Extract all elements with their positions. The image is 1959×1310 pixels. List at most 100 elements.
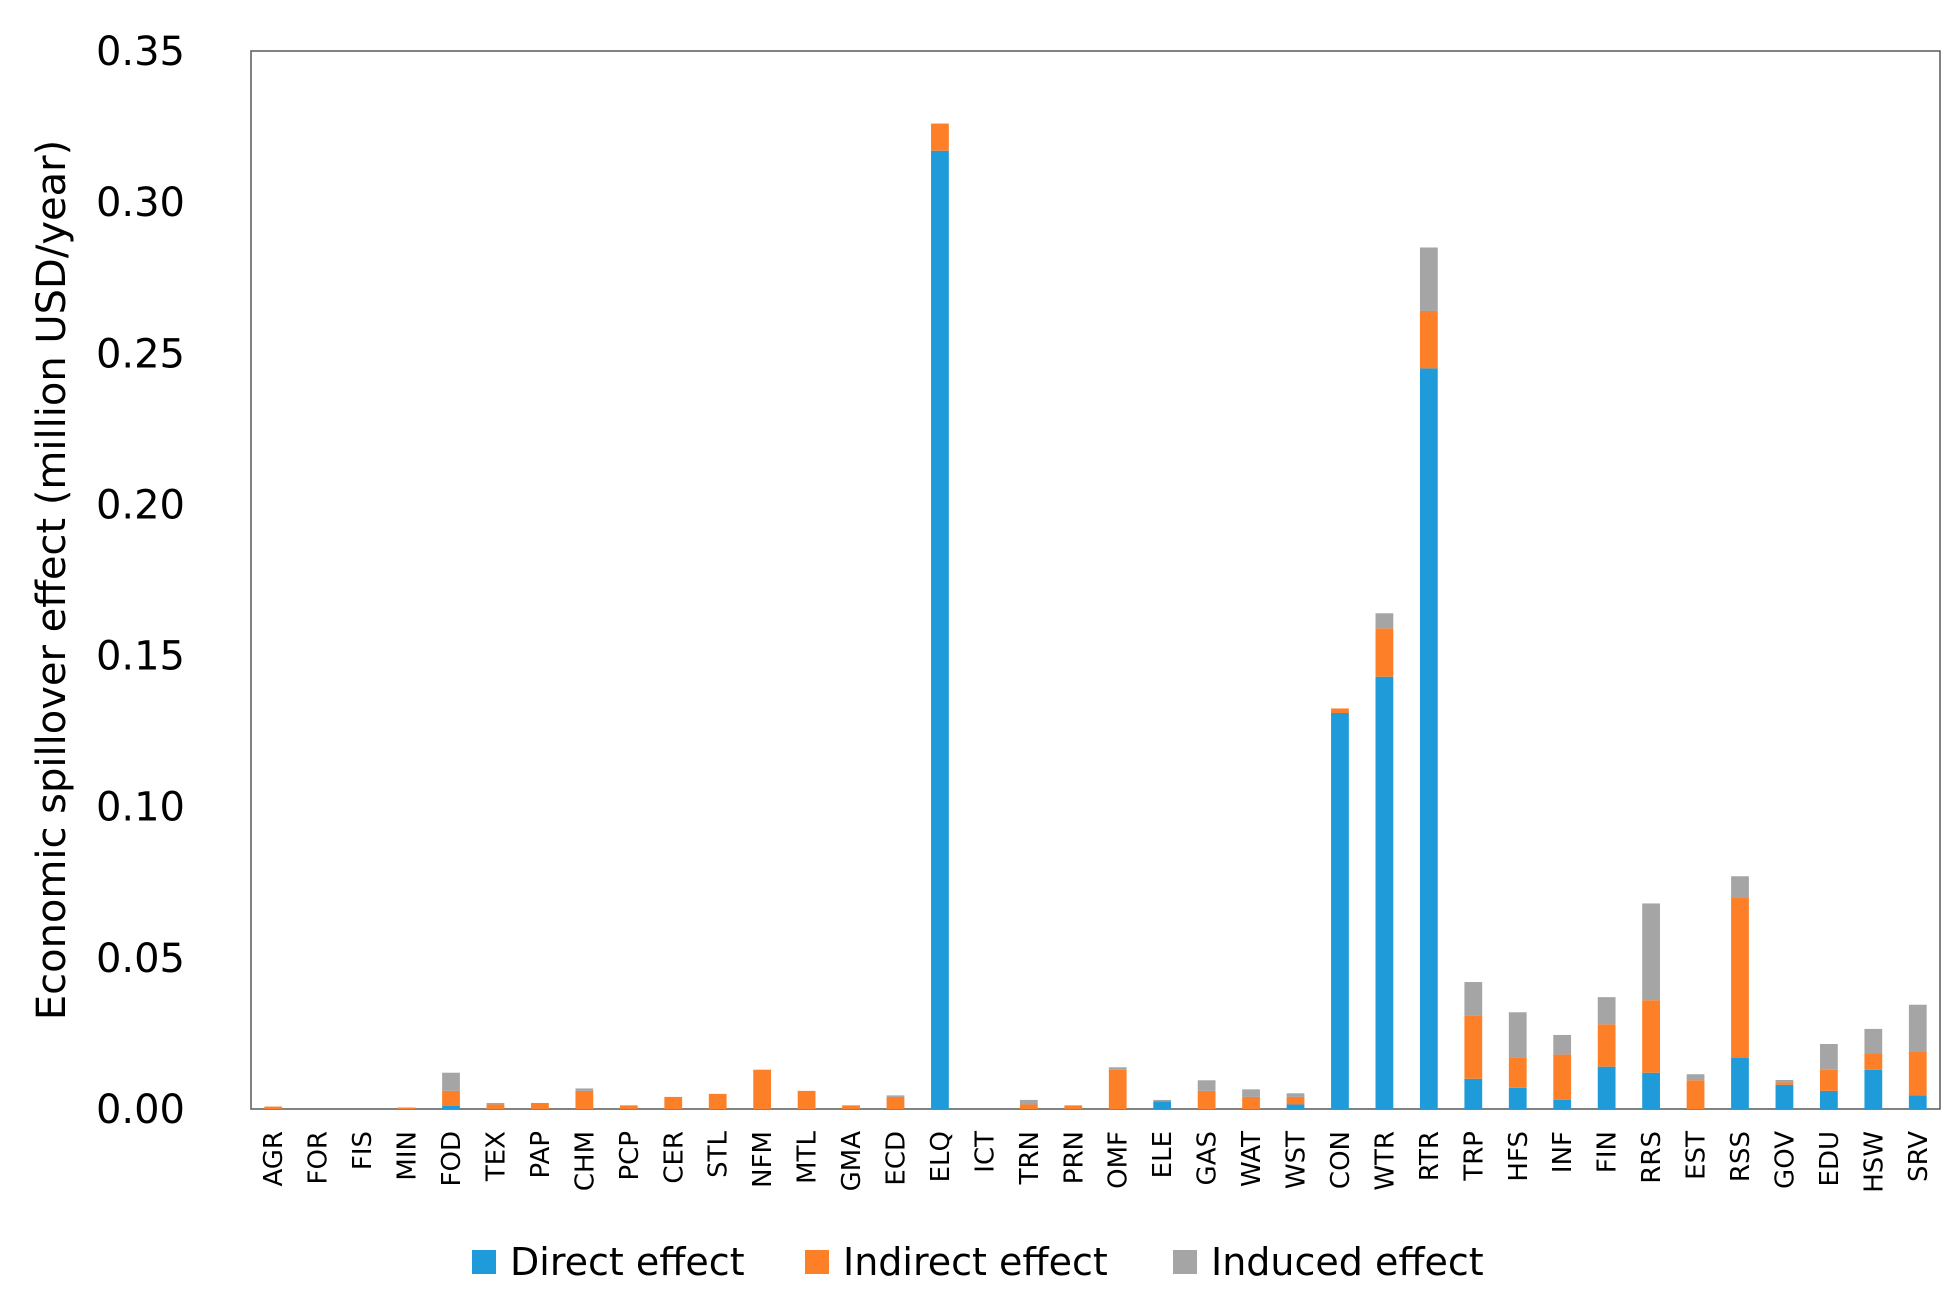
bar-segment-fod-induced-effect xyxy=(442,1072,460,1091)
y-tick-label: 0.20 xyxy=(96,482,185,528)
bar-segment-ecd-indirect-effect xyxy=(886,1096,905,1109)
x-tick-label-ecd: ECD xyxy=(881,1131,911,1186)
legend-label-indirect-effect: Indirect effect xyxy=(843,1240,1108,1284)
bar-segment-pap-indirect-effect xyxy=(531,1102,549,1109)
x-tick-label-wst: WST xyxy=(1282,1131,1312,1189)
x-tick-label-est: EST xyxy=(1682,1131,1712,1180)
bar-segment-trp-direct-effect xyxy=(1464,1078,1483,1109)
y-tick-labels: 0.00 0.05 0.10 0.15 0.20 0.25 0.30 0.35 xyxy=(96,29,185,1133)
bar-segment-rss-indirect-effect xyxy=(1731,897,1749,1058)
y-tick-label: 0.05 xyxy=(96,936,185,982)
bar-segment-gma-indirect-effect xyxy=(842,1105,860,1109)
bar-segment-fod-direct-effect xyxy=(442,1105,460,1109)
x-tick-label-fin: FIN xyxy=(1593,1131,1623,1173)
bar-segment-est-indirect-effect xyxy=(1686,1080,1705,1109)
bar-segment-ele-induced-effect xyxy=(1153,1099,1172,1102)
bar-segment-wtr-induced-effect xyxy=(1375,613,1394,629)
x-tick-label-gas: GAS xyxy=(1193,1131,1223,1185)
bar-segment-elq-indirect-effect xyxy=(931,123,949,151)
x-tick-label-for: FOR xyxy=(304,1131,334,1185)
x-tick-label-trp: TRP xyxy=(1459,1131,1489,1182)
bar-segment-fin-indirect-effect xyxy=(1597,1024,1616,1067)
bar-segment-wat-induced-effect xyxy=(1242,1089,1260,1097)
bar-segment-elq-direct-effect xyxy=(931,150,949,1110)
bar-segment-nfm-indirect-effect xyxy=(753,1069,772,1109)
bar-segment-gov-indirect-effect xyxy=(1775,1082,1794,1085)
x-tick-label-chm: CHM xyxy=(570,1131,600,1191)
bar-segment-srv-indirect-effect xyxy=(1908,1051,1927,1096)
bar-segment-edu-direct-effect xyxy=(1819,1090,1838,1109)
x-tick-label-hsw: HSW xyxy=(1859,1131,1889,1193)
x-tick-label-rtr: RTR xyxy=(1415,1131,1445,1181)
legend-swatch-direct-effect xyxy=(472,1250,496,1274)
x-tick-label-cer: CER xyxy=(659,1131,689,1184)
plot-area-frame xyxy=(250,50,1941,1110)
x-tick-label-min: MIN xyxy=(393,1131,423,1181)
x-tick-label-gov: GOV xyxy=(1770,1131,1800,1189)
x-tick-label-gma: GMA xyxy=(837,1131,867,1192)
y-tick-label: 0.25 xyxy=(96,331,185,377)
bar-segment-chm-induced-effect xyxy=(575,1088,594,1091)
bar-segment-con-indirect-effect xyxy=(1331,708,1349,714)
bar-segment-est-induced-effect xyxy=(1686,1074,1705,1081)
bar-segment-chm-indirect-effect xyxy=(575,1090,594,1109)
bar-segment-edu-induced-effect xyxy=(1819,1044,1838,1070)
x-tick-label-pcp: PCP xyxy=(615,1131,645,1181)
bar-segment-rtr-indirect-effect xyxy=(1419,310,1438,369)
y-tick-label: 0.30 xyxy=(96,180,185,226)
bar-segment-mtl-indirect-effect xyxy=(797,1090,816,1109)
legend-label-direct-effect: Direct effect xyxy=(510,1240,745,1284)
bar-segment-hsw-induced-effect xyxy=(1864,1028,1883,1054)
bar-segment-wtr-indirect-effect xyxy=(1375,628,1394,677)
bar-segment-srv-induced-effect xyxy=(1908,1004,1927,1052)
bar-segment-con-direct-effect xyxy=(1331,713,1349,1109)
bar-segment-hfs-direct-effect xyxy=(1508,1087,1527,1109)
bar-segment-ecd-induced-effect xyxy=(886,1095,905,1097)
bar-segment-rrs-indirect-effect xyxy=(1642,1000,1660,1073)
x-tick-label-fod: FOD xyxy=(437,1131,467,1186)
legend-label-induced-effect: Induced effect xyxy=(1211,1240,1484,1284)
bar-segment-gov-direct-effect xyxy=(1775,1084,1794,1109)
bar-segment-rrs-induced-effect xyxy=(1642,903,1660,1001)
bar-segment-hsw-direct-effect xyxy=(1864,1069,1883,1109)
x-tick-label-agr: AGR xyxy=(259,1131,289,1187)
bar-segment-tex-induced-effect xyxy=(486,1102,505,1105)
legend: Direct effect Indirect effect Induced effe… xyxy=(472,1240,1484,1284)
bar-segment-tex-indirect-effect xyxy=(486,1104,505,1109)
bar-segment-rss-direct-effect xyxy=(1731,1057,1749,1109)
y-axis-title: Economic spillover effect (million USD/y… xyxy=(29,140,75,1020)
x-tick-label-ict: ICT xyxy=(970,1131,1000,1173)
bar-segment-rtr-direct-effect xyxy=(1419,368,1438,1109)
bar-segment-ele-direct-effect xyxy=(1153,1101,1172,1109)
x-tick-label-stl: STL xyxy=(704,1130,734,1177)
x-tick-label-fis: FIS xyxy=(348,1131,378,1170)
bar-segment-omf-induced-effect xyxy=(1108,1067,1127,1070)
bar-segment-wat-indirect-effect xyxy=(1242,1096,1260,1109)
x-tick-label-con: CON xyxy=(1326,1131,1356,1189)
bar-segment-cer-indirect-effect xyxy=(664,1096,683,1109)
x-tick-label-rrs: RRS xyxy=(1637,1131,1667,1184)
x-tick-label-prn: PRN xyxy=(1059,1131,1089,1184)
x-tick-label-wtr: WTR xyxy=(1370,1131,1400,1191)
bar-segment-inf-induced-effect xyxy=(1553,1034,1572,1055)
bar-segment-omf-indirect-effect xyxy=(1108,1069,1127,1109)
bar-segment-trp-indirect-effect xyxy=(1464,1015,1483,1079)
x-tick-labels: AGR FOR FIS MIN FOD TEX PAP CHM PCP CER STL NFM MTL G… xyxy=(259,1130,1934,1192)
x-tick-label-nfm: NFM xyxy=(748,1131,778,1188)
bar-segment-edu-indirect-effect xyxy=(1819,1069,1838,1091)
bar-segment-gov-induced-effect xyxy=(1775,1079,1794,1083)
bar-segment-srv-direct-effect xyxy=(1908,1095,1927,1109)
y-tick-label: 0.35 xyxy=(96,29,185,75)
bars xyxy=(264,123,1927,1110)
y-tick-label: 0.10 xyxy=(96,785,185,831)
bar-segment-pcp-indirect-effect xyxy=(619,1105,638,1109)
y-tick-label: 0.15 xyxy=(96,634,185,680)
bar-segment-rtr-induced-effect xyxy=(1419,247,1438,311)
bar-segment-trn-indirect-effect xyxy=(1019,1104,1038,1109)
bar-segment-inf-indirect-effect xyxy=(1553,1054,1572,1100)
bar-segment-rrs-direct-effect xyxy=(1642,1072,1660,1109)
bar-segment-wst-induced-effect xyxy=(1286,1093,1305,1097)
x-tick-label-inf: INF xyxy=(1548,1131,1578,1173)
bar-segment-wst-indirect-effect xyxy=(1286,1096,1305,1105)
